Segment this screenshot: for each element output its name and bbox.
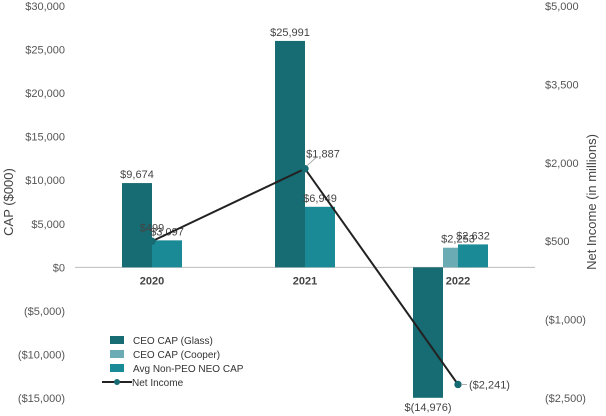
y2-axis-title: Net Income (in millions) [584,134,599,270]
y-tick-label: ($5,000) [24,306,65,318]
legend-entry: Avg Non-PEO NEO CAP [133,364,244,375]
y-tick-label: ($10,000) [18,349,65,361]
y-tick-label: $15,000 [25,132,65,144]
y2-tick-label: ($2,500) [545,393,586,405]
bar-ceo-cap-glass--2022 [413,267,443,398]
net-income-point [454,380,462,389]
net-income-leader [306,156,318,167]
y-tick-label: $25,000 [25,45,65,57]
y-tick-label: $0 [53,262,65,274]
net-income-point [301,165,309,173]
net-income-label: $1,887 [306,149,340,161]
category-label: 2021 [293,275,317,287]
y2-tick-label: ($1,000) [545,315,586,327]
bar-avg-non-peo-neo-cap-2021 [305,206,335,268]
legend-swatch [110,364,124,372]
y-tick-label: $10,000 [25,175,65,187]
legend-swatch [110,336,124,344]
legend-entry: CEO CAP (Glass) [133,336,213,347]
category-label: 2022 [446,275,470,287]
bar-data-label: $25,991 [270,27,310,39]
net-income-label: ($2,241) [469,379,510,391]
y-tick-label: $20,000 [25,88,65,100]
net-income-point [148,237,156,245]
bar-ceo-cap-glass--2021 [275,40,305,268]
bar-ceo-cap-glass--2020 [122,183,152,268]
category-label: 2020 [140,275,164,287]
bar-avg-non-peo-neo-cap-2022 [458,244,488,268]
y-tick-label: $30,000 [25,1,65,13]
bar-data-label: $9,674 [120,169,154,181]
bar-data-label: $(14,976) [404,402,451,414]
bar-data-label: $6,949 [303,193,337,205]
y2-tick-label: $3,500 [545,79,579,91]
y2-tick-label: $2,000 [545,158,579,170]
y-tick-label: $5,000 [31,219,65,231]
y-tick-label: ($15,000) [18,393,65,405]
legend-entry: CEO CAP (Cooper) [133,350,220,361]
bar-data-label: $2,632 [456,230,490,242]
bar-data-label: $2,253 [441,234,475,246]
bar-avg-non-peo-neo-cap-2020 [152,240,182,268]
y-axis-title: CAP ($000) [1,168,16,236]
legend-swatch [110,350,124,358]
legend-point-swatch [114,379,120,385]
y2-tick-label: $5,000 [545,1,579,13]
net-income-label: $499 [140,222,164,234]
y2-tick-label: $500 [545,236,569,248]
legend-entry: Net Income [132,378,184,389]
